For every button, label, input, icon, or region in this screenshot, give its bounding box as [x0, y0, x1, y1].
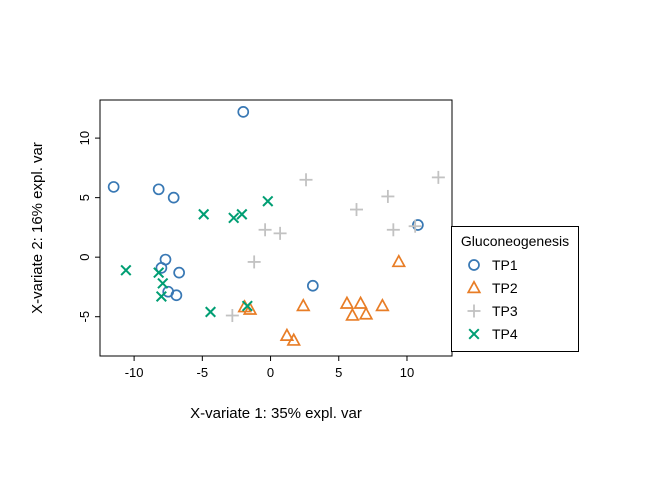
legend-marker-x-icon	[468, 327, 480, 340]
legend-marker-circle-icon	[468, 258, 480, 271]
svg-text:-5: -5	[197, 365, 209, 380]
series-TP2-points	[237, 253, 407, 346]
x-axis-title: X-variate 1: 35% expl. var	[190, 405, 362, 422]
legend-entry-tp3: TP3	[452, 299, 578, 322]
legend-marker-plus-icon	[467, 304, 481, 317]
series-TP1-points	[107, 106, 424, 302]
legend-title: Gluconeogenesis	[460, 233, 570, 249]
svg-text:5: 5	[335, 365, 342, 380]
series-TP4-points	[120, 195, 274, 318]
svg-text:0: 0	[267, 365, 274, 380]
svg-text:0: 0	[77, 254, 92, 261]
svg-text:10: 10	[400, 365, 414, 380]
y-axis-title: X-variate 2: 16% expl. var	[29, 142, 46, 314]
legend-label-tp1: TP1	[492, 256, 518, 273]
legend: Gluconeogenesis TP1 TP2 TP3 TP4	[451, 226, 579, 352]
svg-text:10: 10	[77, 131, 92, 145]
x-axis-ticks: -10 -5 0 5 10	[125, 356, 414, 380]
plot-border	[99, 99, 453, 357]
legend-entry-tp1: TP1	[452, 253, 578, 276]
legend-label-tp2: TP2	[492, 279, 518, 296]
svg-text:-10: -10	[125, 365, 144, 380]
legend-entry-tp4: TP4	[452, 322, 578, 345]
legend-entry-tp2: TP2	[452, 276, 578, 299]
svg-text:5: 5	[77, 194, 92, 201]
legend-label-tp4: TP4	[492, 325, 518, 342]
series-TP3-points	[225, 170, 445, 323]
y-axis-ticks: -5 0 5 10	[77, 131, 100, 323]
svg-text:-5: -5	[77, 311, 92, 323]
legend-marker-triangle-icon	[466, 279, 482, 293]
legend-label-tp3: TP3	[492, 302, 518, 319]
